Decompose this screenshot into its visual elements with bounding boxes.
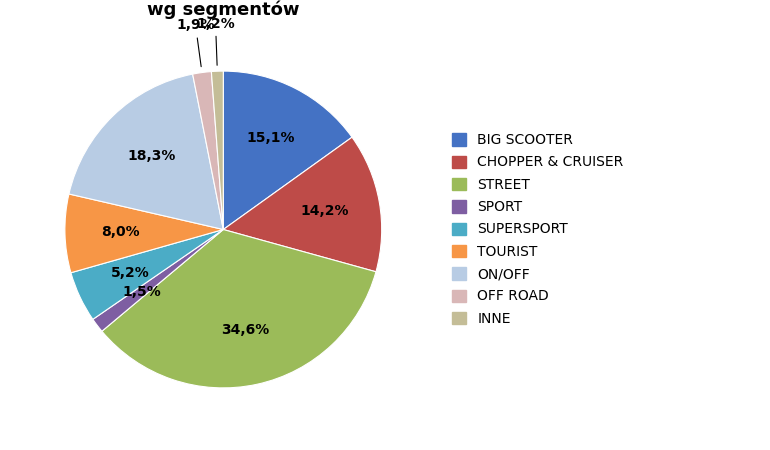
- Text: 14,2%: 14,2%: [300, 204, 349, 219]
- Wedge shape: [223, 137, 382, 272]
- Title: Pierwsze rejestracje nowych motocykli sty-cze 2014
wg segmentów: Pierwsze rejestracje nowych motocykli st…: [0, 0, 487, 19]
- Text: 15,1%: 15,1%: [246, 131, 295, 145]
- Text: 5,2%: 5,2%: [111, 266, 149, 280]
- Text: 1,5%: 1,5%: [122, 285, 161, 299]
- Wedge shape: [71, 230, 223, 320]
- Wedge shape: [223, 71, 352, 229]
- Text: 1,9%: 1,9%: [176, 18, 215, 67]
- Text: 1,2%: 1,2%: [196, 17, 235, 65]
- Text: 18,3%: 18,3%: [128, 148, 176, 162]
- Wedge shape: [212, 71, 223, 229]
- Text: 8,0%: 8,0%: [101, 225, 139, 239]
- Legend: BIG SCOOTER, CHOPPER & CRUISER, STREET, SPORT, SUPERSPORT, TOURIST, ON/OFF, OFF : BIG SCOOTER, CHOPPER & CRUISER, STREET, …: [448, 129, 628, 330]
- Wedge shape: [69, 74, 223, 230]
- Wedge shape: [102, 230, 376, 388]
- Wedge shape: [65, 194, 223, 273]
- Text: 34,6%: 34,6%: [221, 323, 270, 337]
- Wedge shape: [93, 230, 223, 331]
- Wedge shape: [192, 72, 223, 230]
